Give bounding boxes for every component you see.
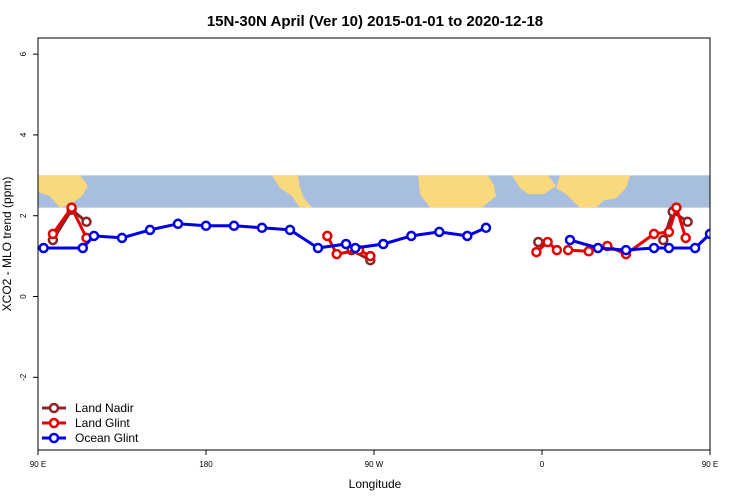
ocean-glint-point xyxy=(228,220,240,232)
y-tick-label: 2 xyxy=(19,213,28,218)
ocean-glint-point xyxy=(704,228,710,240)
ocean-glint-line-1 xyxy=(569,232,710,252)
ocean-glint-point xyxy=(340,238,352,250)
ocean-glint-point xyxy=(200,220,212,232)
legend-marker xyxy=(48,402,60,414)
series-layer xyxy=(38,202,742,266)
x-axis-label: Longitude xyxy=(349,477,402,491)
ocean-glint-point xyxy=(144,224,156,236)
legend-marker xyxy=(48,417,60,429)
ocean-glint-point xyxy=(88,230,100,242)
ocean-glint-point xyxy=(77,242,89,254)
legend-marker xyxy=(48,432,60,444)
map-land-1 xyxy=(272,175,312,208)
ocean-glint-point xyxy=(689,242,701,254)
ocean-glint-point xyxy=(663,242,675,254)
land-glint-point xyxy=(322,230,333,242)
ocean-glint-point xyxy=(256,222,268,234)
ocean-glint-point xyxy=(620,244,632,256)
land-glint-point xyxy=(562,244,574,256)
ocean-glint-point xyxy=(378,238,389,250)
x-tick-label: 90 W xyxy=(365,460,384,469)
map-land-3 xyxy=(512,175,556,195)
y-tick-label: 6 xyxy=(19,51,28,56)
legend-label: Ocean Glint xyxy=(75,431,139,445)
land-glint-point xyxy=(583,246,594,257)
x-tick-label: 90 E xyxy=(702,460,718,469)
land-glint-point xyxy=(531,246,542,258)
ocean-glint-point xyxy=(312,242,324,254)
land-glint-point xyxy=(365,250,376,262)
ocean-glint-point xyxy=(434,226,445,238)
ocean-glint-point xyxy=(480,222,492,234)
ocean-glint-point xyxy=(592,242,604,254)
ocean-glint-point xyxy=(648,242,660,254)
ocean-glint-point xyxy=(116,232,128,244)
land-glint-point xyxy=(47,228,59,240)
y-tick-label: -2 xyxy=(19,373,28,381)
land-nadir-point xyxy=(682,216,693,228)
legend-label: Land Glint xyxy=(75,416,130,430)
axes-layer: 90 E 180 90 W 0 90 E -2 0 2 4 6 xyxy=(19,37,718,469)
ocean-glint-point xyxy=(734,234,742,242)
legend-label: Land Nadir xyxy=(75,401,134,415)
land-nadir-point xyxy=(658,234,669,246)
land-glint-point xyxy=(542,236,553,248)
y-tick-label: 4 xyxy=(19,132,28,137)
land-nadir-point xyxy=(533,236,544,248)
ocean-glint-point xyxy=(350,242,361,254)
land-nadir-point xyxy=(81,216,92,228)
land-glint-point xyxy=(680,232,691,244)
land-glint-point xyxy=(663,226,675,238)
ocean-glint-point xyxy=(462,230,473,242)
chart-title: 15N-30N April (Ver 10) 2015-01-01 to 202… xyxy=(207,13,543,30)
map-land-4 xyxy=(556,175,630,208)
y-tick-label: 0 xyxy=(19,294,28,299)
land-glint-point xyxy=(66,202,77,213)
ocean-glint-point xyxy=(564,234,576,246)
map-land-0 xyxy=(38,175,88,208)
ocean-glint-point xyxy=(406,230,417,242)
land-glint-point xyxy=(551,244,563,256)
land-glint-point xyxy=(331,248,342,260)
x-tick-label: 180 xyxy=(199,460,213,469)
x-tick-label: 90 E xyxy=(30,460,46,469)
ocean-glint-point xyxy=(38,242,49,254)
map-land-2 xyxy=(418,175,496,208)
land-glint-point xyxy=(671,202,682,213)
ocean-glint-point xyxy=(284,224,296,236)
x-tick-label: 0 xyxy=(540,460,545,469)
land-glint-point xyxy=(648,228,660,240)
world-map-band xyxy=(38,175,710,208)
y-axis-label: XCO2 - MLO trend (ppm) xyxy=(0,177,14,312)
ocean-glint-point xyxy=(172,218,184,230)
